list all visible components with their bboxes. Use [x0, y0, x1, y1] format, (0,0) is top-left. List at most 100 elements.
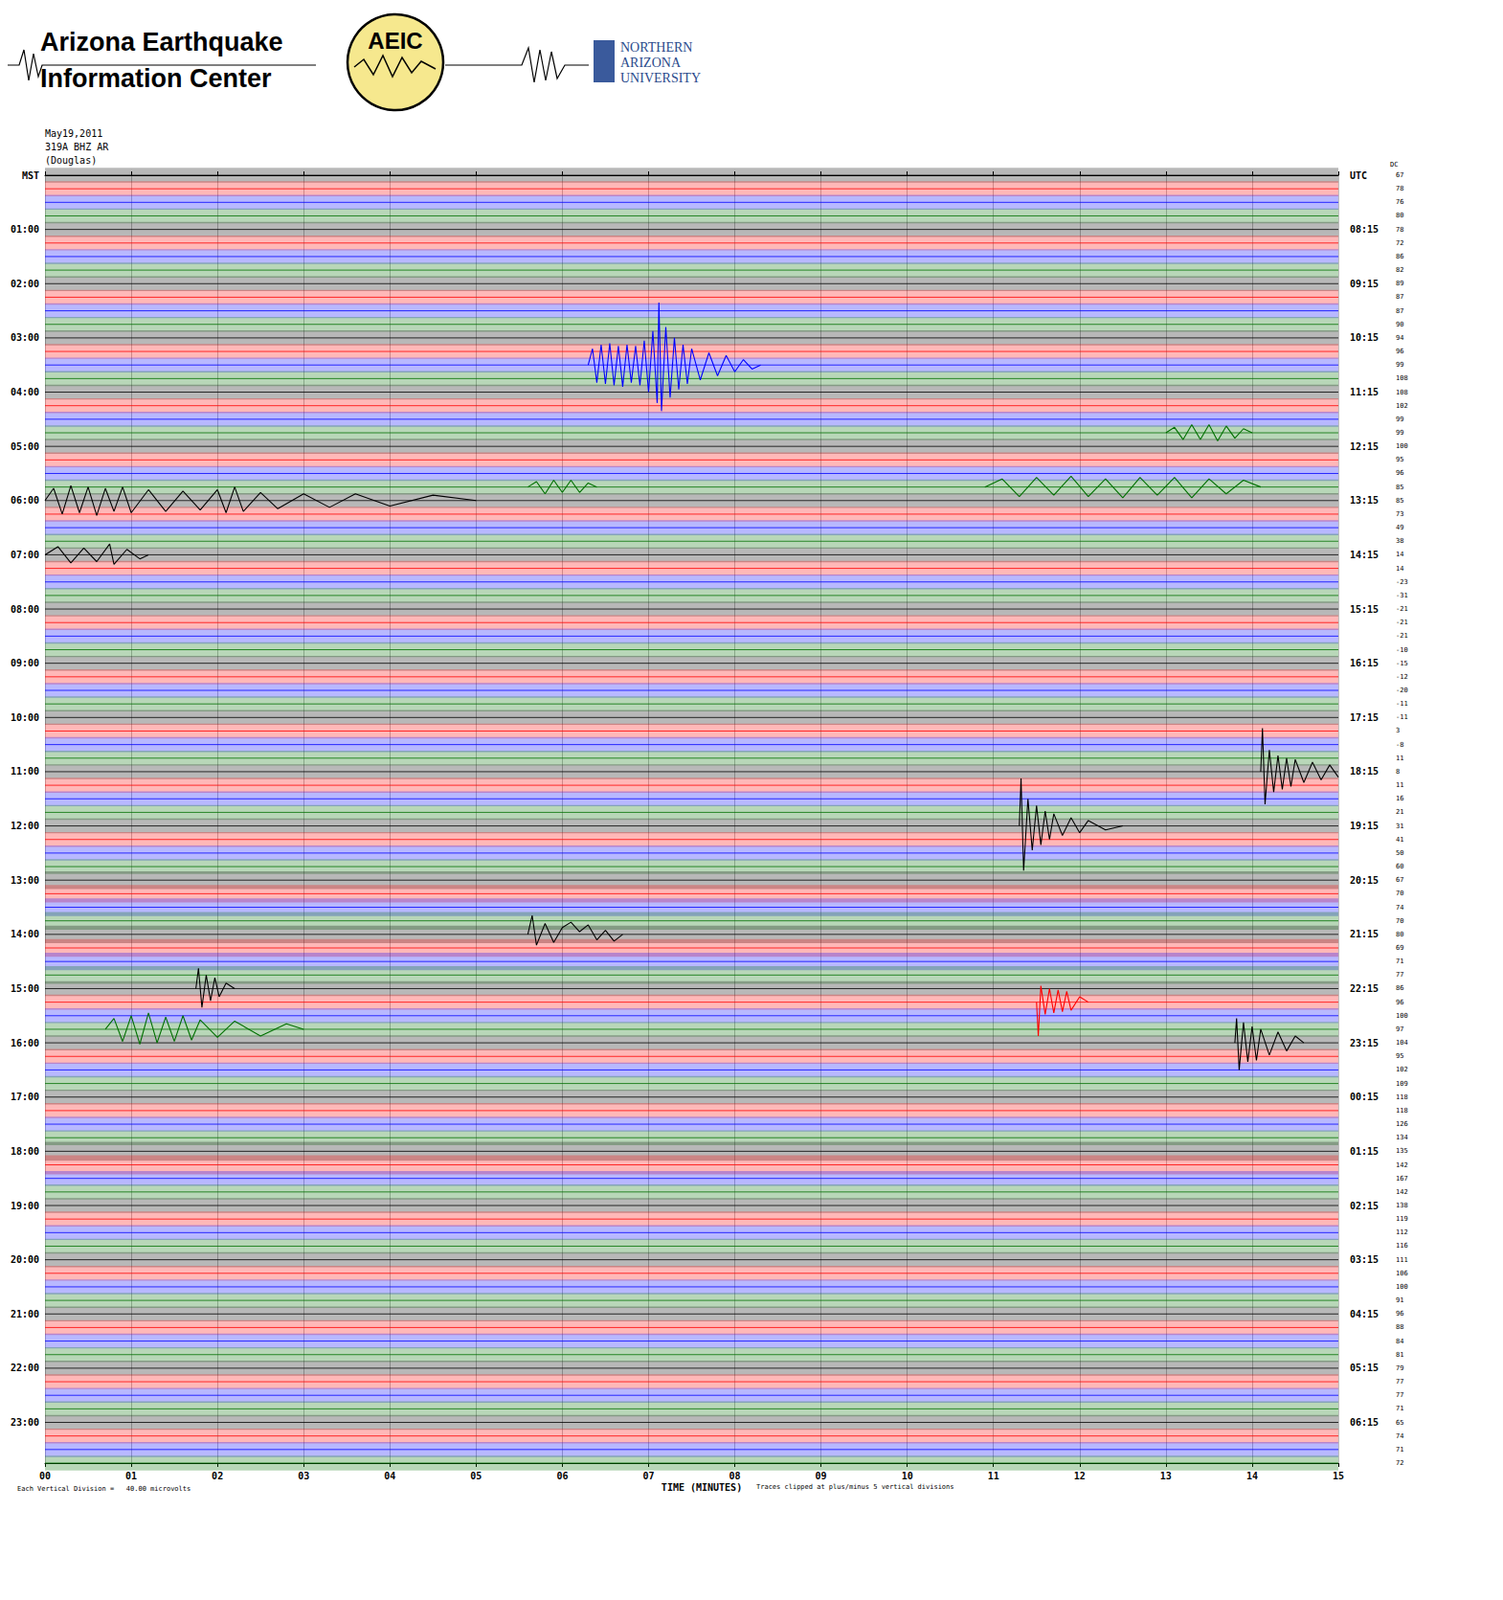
svg-text:100: 100 [1395, 442, 1409, 450]
svg-text:13: 13 [1160, 1470, 1172, 1481]
svg-text:23:15: 23:15 [1349, 1037, 1379, 1049]
svg-text:94: 94 [1395, 334, 1404, 342]
svg-text:96: 96 [1395, 998, 1404, 1007]
svg-text:-21: -21 [1395, 605, 1409, 613]
svg-text:17:00: 17:00 [10, 1091, 40, 1102]
svg-text:ARIZONA: ARIZONA [620, 55, 682, 70]
svg-text:14:15: 14:15 [1349, 549, 1379, 561]
svg-text:09: 09 [815, 1470, 828, 1481]
svg-text:96: 96 [1395, 347, 1404, 356]
svg-text:11: 11 [1395, 781, 1404, 789]
svg-text:-11: -11 [1395, 699, 1409, 708]
svg-text:78: 78 [1395, 225, 1404, 234]
svg-text:84: 84 [1395, 1337, 1404, 1346]
svg-text:04:00: 04:00 [10, 386, 40, 398]
svg-text:19:00: 19:00 [10, 1200, 40, 1212]
svg-text:11:15: 11:15 [1349, 386, 1379, 398]
svg-text:134: 134 [1395, 1133, 1409, 1142]
svg-text:118: 118 [1395, 1093, 1409, 1101]
svg-text:02: 02 [211, 1470, 224, 1481]
svg-text:19:15: 19:15 [1349, 820, 1379, 831]
svg-text:00: 00 [39, 1470, 51, 1481]
svg-text:DC: DC [1390, 160, 1398, 169]
svg-text:-31: -31 [1395, 591, 1409, 600]
svg-text:108: 108 [1395, 374, 1409, 382]
svg-text:88: 88 [1395, 1323, 1404, 1331]
svg-text:04: 04 [383, 1470, 396, 1481]
svg-text:16:15: 16:15 [1349, 657, 1379, 669]
svg-text:85: 85 [1395, 483, 1404, 492]
svg-text:21: 21 [1395, 807, 1404, 816]
svg-text:80: 80 [1395, 211, 1404, 220]
svg-text:99: 99 [1395, 415, 1404, 424]
svg-text:126: 126 [1395, 1120, 1409, 1128]
svg-text:05:00: 05:00 [10, 441, 40, 452]
svg-text:76: 76 [1395, 198, 1404, 206]
svg-text:11: 11 [987, 1470, 1000, 1481]
svg-text:03:15: 03:15 [1349, 1254, 1379, 1265]
svg-text:06: 06 [556, 1470, 568, 1481]
svg-text:-15: -15 [1395, 659, 1409, 668]
svg-text:12:00: 12:00 [10, 820, 40, 831]
svg-text:111: 111 [1395, 1256, 1409, 1264]
svg-text:10: 10 [901, 1470, 914, 1481]
svg-text:NORTHERN: NORTHERN [620, 40, 693, 55]
svg-text:3: 3 [1395, 726, 1400, 735]
svg-text:71: 71 [1395, 1404, 1404, 1413]
svg-text:96: 96 [1395, 469, 1404, 477]
svg-text:109: 109 [1395, 1079, 1409, 1088]
svg-text:74: 74 [1395, 1432, 1404, 1440]
svg-text:77: 77 [1395, 1390, 1404, 1399]
svg-text:-12: -12 [1395, 672, 1409, 681]
svg-text:03:00: 03:00 [10, 332, 40, 343]
svg-text:May19,2011: May19,2011 [44, 128, 103, 139]
svg-text:67: 67 [1395, 171, 1404, 180]
svg-text:-21: -21 [1395, 631, 1409, 640]
svg-text:87: 87 [1395, 307, 1404, 315]
svg-text:13:15: 13:15 [1349, 494, 1379, 506]
svg-text:11:00: 11:00 [10, 765, 40, 777]
svg-text:70: 70 [1395, 917, 1404, 925]
svg-text:06:15: 06:15 [1349, 1416, 1379, 1428]
svg-text:Information Center: Information Center [40, 64, 272, 93]
svg-text:14:00: 14:00 [10, 928, 40, 940]
svg-text:-8: -8 [1395, 740, 1404, 749]
svg-text:104: 104 [1395, 1038, 1409, 1047]
svg-text:02:15: 02:15 [1349, 1200, 1379, 1212]
svg-text:MST: MST [22, 170, 40, 181]
svg-text:108: 108 [1395, 388, 1409, 397]
svg-text:38: 38 [1395, 537, 1404, 545]
svg-text:69: 69 [1395, 943, 1404, 952]
svg-text:106: 106 [1395, 1269, 1409, 1278]
svg-text:-11: -11 [1395, 713, 1409, 721]
svg-text:82: 82 [1395, 266, 1404, 274]
svg-text:8: 8 [1395, 767, 1400, 776]
svg-text:102: 102 [1395, 402, 1409, 410]
svg-text:99: 99 [1395, 360, 1404, 369]
svg-text:05: 05 [470, 1470, 482, 1481]
svg-text:(Douglas): (Douglas) [44, 155, 97, 166]
svg-text:12:15: 12:15 [1349, 441, 1379, 452]
svg-text:22:00: 22:00 [10, 1362, 40, 1373]
svg-text:05:15: 05:15 [1349, 1362, 1379, 1373]
svg-text:81: 81 [1395, 1350, 1404, 1359]
svg-text:12: 12 [1074, 1470, 1086, 1481]
svg-text:78: 78 [1395, 184, 1404, 193]
svg-text:14: 14 [1246, 1470, 1258, 1481]
svg-text:65: 65 [1395, 1418, 1404, 1427]
svg-text:71: 71 [1395, 957, 1404, 965]
svg-text:08:00: 08:00 [10, 604, 40, 615]
svg-text:-23: -23 [1395, 578, 1409, 586]
svg-text:18:15: 18:15 [1349, 765, 1379, 777]
svg-text:20:00: 20:00 [10, 1254, 40, 1265]
svg-text:-10: -10 [1395, 646, 1409, 654]
svg-text:96: 96 [1395, 1309, 1404, 1318]
svg-text:72: 72 [1395, 1458, 1404, 1467]
svg-text:00:15: 00:15 [1349, 1091, 1379, 1102]
svg-text:74: 74 [1395, 903, 1404, 912]
svg-text:142: 142 [1395, 1188, 1409, 1196]
svg-text:116: 116 [1395, 1241, 1409, 1250]
svg-text:20:15: 20:15 [1349, 874, 1379, 886]
svg-text:167: 167 [1395, 1174, 1409, 1183]
svg-text:14: 14 [1395, 564, 1404, 573]
